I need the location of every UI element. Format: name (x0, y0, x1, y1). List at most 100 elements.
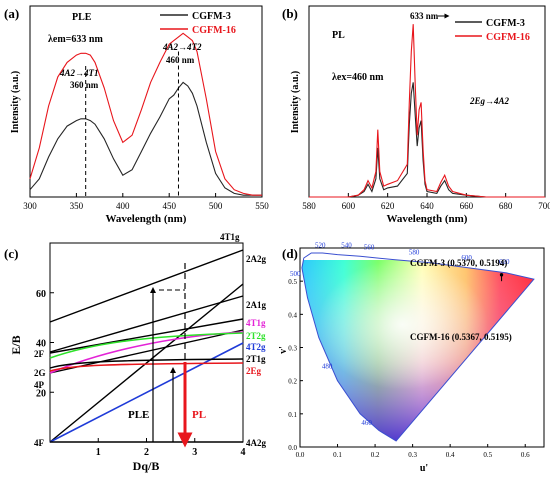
term-4p: 4P (34, 380, 45, 390)
panel-a-lambda-em: λem=633 nm (48, 34, 103, 45)
cie-wavelength-label: 500 (290, 270, 301, 278)
legend-b-label-1: CGFM-3 (486, 18, 525, 29)
cie-wavelength-label: 540 (341, 242, 352, 250)
x-tick-label: 600 (342, 201, 356, 211)
series-line-2 (309, 24, 545, 198)
cie-wavelength-label: 460 (361, 419, 372, 427)
panel-a-xlabel: Wavelength (nm) (106, 213, 187, 225)
x-tick-label: 0.0 (296, 451, 305, 459)
panel-d: (d) 0.0 0.1 0.2 0.3 0.4 0.5 0.6 0.0 0.1 0.2 0.3 0.4… (278, 242, 545, 474)
panel-a-transition-1: 4A2→4T1 (59, 68, 99, 78)
x-tick-label: 350 (70, 201, 84, 211)
panel-a-legend: CGFM-3 CGFM-16 (160, 11, 236, 36)
panel-b-xlabel: Wavelength (nm) (387, 213, 468, 225)
legend-a-label-1: CGFM-3 (192, 11, 231, 22)
x-tick-label: 580 (302, 201, 316, 211)
panel-a-series (29, 32, 262, 196)
y-tick-label: 0.5 (288, 278, 297, 286)
panel-b-lambda-ex: λex=460 nm (332, 72, 384, 83)
cie-wavelength-label: 480 (322, 363, 333, 371)
x-tick-label: 2 (144, 447, 149, 458)
y-tick-label: 0.2 (288, 378, 297, 386)
label-2a2g: 2A2g (246, 254, 266, 264)
cie-point-label-2: CGFM-16 (0.5367, 0.5195) (410, 332, 512, 342)
panel-a-x-ticks: 300 350 400 450 500 550 (23, 193, 269, 211)
cie-wavelength-label: 520 (315, 242, 326, 250)
x-tick-label: 3 (192, 447, 197, 458)
panel-a-title: PLE (72, 12, 92, 23)
x-tick-label: 400 (116, 201, 130, 211)
x-tick-label: 0.2 (371, 451, 380, 459)
panel-d-ylabel: v' (278, 346, 289, 354)
term-4f: 4F (34, 438, 45, 448)
x-tick-label: 500 (209, 201, 223, 211)
panel-a-peak-1: 360 nm (70, 80, 99, 90)
label-4a2g: 4A2g (246, 438, 266, 448)
y-tick-label: 20 (36, 388, 46, 399)
x-tick-label: 620 (381, 201, 395, 211)
x-tick-label: 4 (241, 447, 246, 458)
x-tick-label: 1 (96, 447, 101, 458)
cie-wavelength-label: 600 (461, 254, 472, 262)
level-2a1g (49, 295, 244, 353)
term-2f: 2F (34, 349, 45, 359)
panel-b-title: PL (332, 30, 345, 41)
panel-d-xlabel: u' (420, 463, 429, 474)
panel-c-label: (c) (4, 246, 18, 261)
y-tick-label: 0.4 (288, 311, 297, 319)
x-tick-label: 0.5 (483, 451, 492, 459)
y-tick-label: 0.3 (288, 345, 297, 353)
cie-wavelength-label: 560 (364, 243, 375, 251)
cie-wavelength-labels: 460 480 500 520 540 560 580 600 620 (290, 242, 510, 427)
panel-b-x-ticks: 580 600 620 640 660 680 700 (302, 193, 550, 211)
panel-a-transition-2: 4A2→4T2 (162, 42, 202, 52)
x-tick-label: 550 (255, 201, 269, 211)
level-2eg-red (49, 362, 244, 372)
x-tick-label: 300 (23, 201, 37, 211)
label-4t2g: 4T2g (246, 342, 266, 352)
level-4t1g-high (49, 283, 244, 443)
x-tick-label: 640 (420, 201, 434, 211)
level-2t2g-green (49, 332, 244, 359)
x-tick-label: 700 (538, 201, 550, 211)
term-2g: 2G (34, 368, 46, 378)
panel-b-label: (b) (282, 6, 298, 21)
level-2t-upper (49, 318, 244, 354)
panel-b-peak: 633 nm (410, 11, 439, 21)
panel-b-ylabel: Intensity (a.u.) (290, 71, 301, 134)
panel-b-transition: 2Eg→4A2 (469, 96, 510, 106)
legend-b-label-2: CGFM-16 (486, 32, 530, 43)
cie-point-label-1: CGFM-3 (0.5370, 0.5194) (410, 258, 507, 268)
x-tick-label: 0.6 (521, 451, 530, 459)
cie-wavelength-label: 580 (409, 248, 420, 256)
panel-b-series (309, 24, 545, 198)
panel-b: (b) PL 580 600 620 640 660 680 700 Wavelength … (282, 5, 550, 225)
y-tick-label: 60 (36, 289, 46, 300)
level-2t1g (49, 358, 244, 369)
y-tick-label: 0.1 (288, 411, 297, 419)
legend-a-label-2: CGFM-16 (192, 25, 236, 36)
series-line-2 (29, 32, 262, 196)
series-line-1 (309, 82, 545, 198)
panel-a-label: (a) (4, 6, 19, 21)
label-2t2g: 2T2g (246, 331, 266, 341)
panel-a: (a) PLE 300 350 400 450 500 550 Wavelength (n… (4, 5, 269, 225)
panel-c-ticks: 1 2 3 4 20 40 60 (36, 289, 246, 458)
pl-label: PL (192, 409, 206, 421)
label-2t1g: 2T1g (246, 354, 266, 364)
label-2a1g: 2A1g (246, 300, 266, 310)
panel-c-xlabel: Dq/B (133, 459, 160, 473)
y-tick-label: 0.0 (288, 444, 297, 452)
panel-a-frame (29, 5, 263, 198)
x-tick-label: 680 (499, 201, 513, 211)
cie-points (499, 273, 504, 282)
cie-point-CGFM-16 (499, 273, 504, 277)
panel-a-peak-2: 460 nm (166, 55, 195, 65)
cie-spectral-locus (301, 252, 535, 442)
label-4t1g: 4T1g (246, 318, 266, 328)
x-tick-label: 0.3 (408, 451, 417, 459)
cie-wavelength-label: 620 (499, 258, 510, 266)
x-tick-label: 0.4 (446, 451, 455, 459)
